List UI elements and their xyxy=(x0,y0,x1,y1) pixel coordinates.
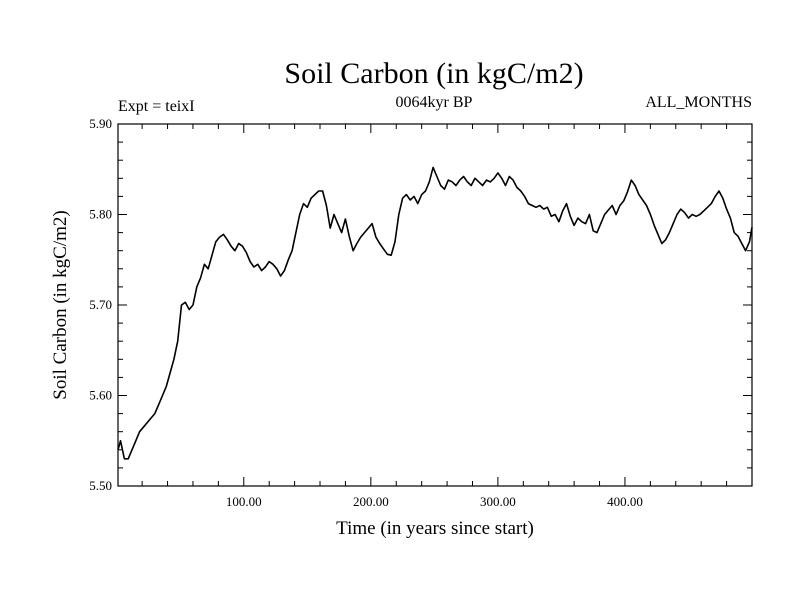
y-axis-label: Soil Carbon (in kgC/m2) xyxy=(50,210,71,399)
x-tick-label: 100.00 xyxy=(226,494,262,509)
y-tick-label: 5.90 xyxy=(89,116,112,131)
plot-frame xyxy=(117,123,753,487)
subtitle-left: Expt = teixI xyxy=(118,98,195,115)
y-tick-label: 5.50 xyxy=(89,478,112,493)
y-tick-label: 5.80 xyxy=(89,207,112,222)
axis-tick-labels: 100.00 200.00 300.00 400.00 5.50 5.60 5.70 5.80… xyxy=(89,116,643,509)
x-tick-label: 300.00 xyxy=(480,494,516,509)
subtitle-center: 0064kyr BP xyxy=(396,94,473,111)
axis-ticks xyxy=(118,124,752,486)
x-axis-label: Time (in years since start) xyxy=(336,518,534,539)
y-tick-label: 5.60 xyxy=(89,388,112,403)
y-tick-label: 5.70 xyxy=(89,297,112,312)
series-line xyxy=(117,166,753,460)
x-tick-label: 400.00 xyxy=(607,494,643,509)
subtitle-right: ALL_MONTHS xyxy=(645,94,752,111)
chart-title: Soil Carbon (in kgC/m2) xyxy=(284,57,583,90)
x-tick-label: 200.00 xyxy=(353,494,389,509)
